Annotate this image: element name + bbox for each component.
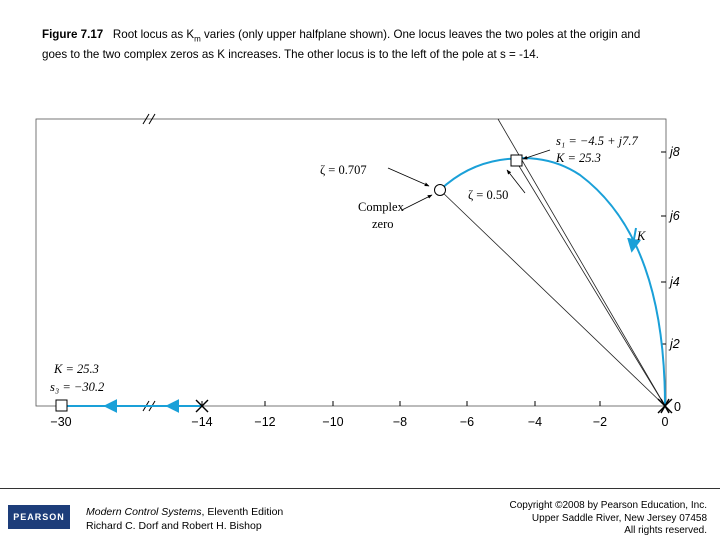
publisher-logo: PEARSON	[8, 505, 70, 529]
caption-subscript: m	[194, 34, 201, 44]
k1-label: K = 25.3	[555, 151, 601, 165]
copyright-line-3: All rights reserved.	[624, 525, 707, 536]
x-tick-label: −2	[593, 415, 607, 429]
annotations: s₁ = −4.5 + j7.7 K = 25.3 ζ = 0.707 ζ = …	[50, 134, 646, 394]
complex-zero-marker	[434, 184, 446, 196]
x-tick-label: −10	[322, 415, 343, 429]
caption-text-1-rest: varies (only upper halfplane shown). One…	[200, 28, 641, 41]
x-tick-label: 0	[662, 415, 669, 429]
x-tick-labels: −30 −14 −12 −10 −8 −6 −4 −2 0	[50, 415, 668, 429]
complex-zero-pointer	[401, 194, 433, 211]
s3-label: s₃ = −30.2	[50, 380, 104, 394]
x-tick-label: −6	[460, 415, 474, 429]
zero-to-origin-line	[515, 160, 666, 407]
complex-zero-label-1: Complex	[358, 200, 405, 214]
s1-label: s₁ = −4.5 + j7.7	[556, 134, 638, 148]
complex-zero-label-2: zero	[372, 217, 394, 231]
k-arrow-label: K	[636, 229, 646, 243]
pole-at-minus-14	[195, 399, 209, 413]
caption-text-1: Root locus as K	[112, 28, 195, 41]
zeta-050-pointer	[506, 169, 526, 194]
locus-upper-branch	[439, 157, 666, 407]
y-tick-label: j8	[668, 145, 680, 159]
y-tick-label: j6	[668, 209, 680, 223]
book-edition: , Eleventh Edition	[201, 506, 284, 518]
s1-marker	[510, 154, 523, 167]
y-tick-label: 0	[674, 400, 681, 414]
zeta-707-line	[497, 118, 666, 407]
x-tick-label: −14	[191, 415, 212, 429]
zeta-707-label: ζ = 0.707	[320, 163, 367, 177]
s3-marker	[55, 399, 68, 412]
x-tick-label: −4	[528, 415, 542, 429]
y-tick-marks	[661, 151, 666, 345]
book-title: Modern Control Systems	[86, 506, 202, 518]
zeta-050-label: ζ = 0.50	[468, 188, 508, 202]
footer-divider	[0, 488, 720, 489]
y-tick-label: j2	[668, 337, 680, 351]
y-tick-labels: 0 j2 j4 j6 j8	[668, 145, 681, 414]
plot-frame	[35, 118, 667, 407]
copyright-line-1: Copyright ©2008 by Pearson Education, In…	[509, 500, 708, 511]
book-authors: Richard C. Dorf and Robert H. Bishop	[86, 520, 262, 532]
s1-pointer	[522, 149, 551, 160]
copyright-notice: Copyright ©2008 by Pearson Education, In…	[447, 500, 708, 538]
double-pole-at-origin	[657, 398, 673, 414]
figure-caption: Figure 7.17 Root locus as Km varies (onl…	[42, 27, 682, 63]
k3-label: K = 25.3	[53, 362, 99, 376]
x-tick-label: −30	[50, 415, 71, 429]
zeta-050-line	[439, 189, 666, 407]
locus-direction-arrow	[627, 227, 641, 253]
book-credit: Modern Control Systems, Eleventh Edition…	[86, 505, 283, 533]
axis-break-top	[142, 113, 156, 125]
copyright-line-2: Upper Saddle River, New Jersey 07458	[531, 512, 707, 524]
zeta-707-pointer	[387, 167, 430, 187]
caption-text-2: goes to the two complex zeros as K incre…	[42, 48, 539, 62]
y-tick-label: j4	[668, 275, 680, 289]
x-tick-label: −12	[254, 415, 275, 429]
x-tick-label: −8	[393, 415, 407, 429]
figure-label: Figure 7.17	[42, 28, 104, 41]
